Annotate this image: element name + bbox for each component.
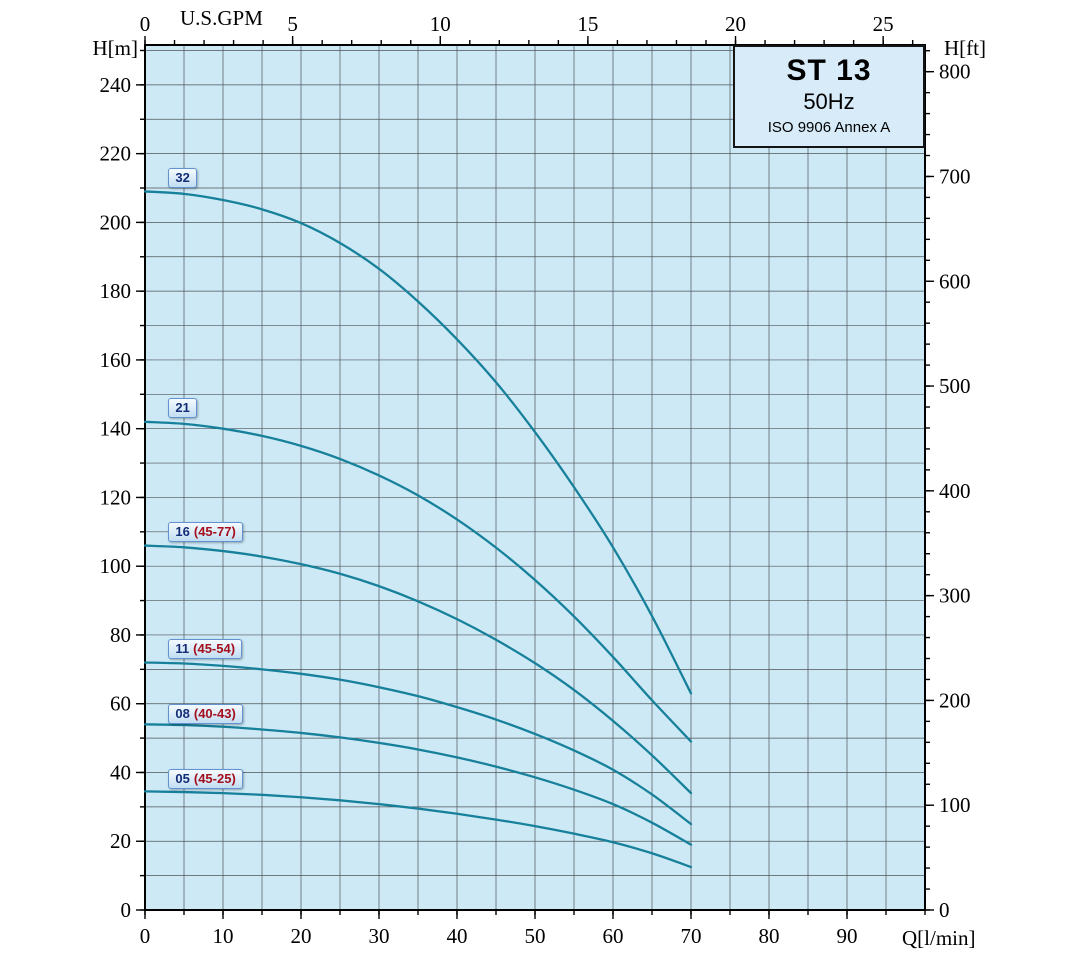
tick-label: 180 [100,279,132,303]
tick-label: 120 [100,485,132,509]
tick-label: 40 [110,760,131,784]
series-label-21: 21 [168,398,197,419]
series-label-range: (45-54) [193,640,236,656]
pump-curve-11 [143,661,693,826]
top-axis-unit-label: U.S.GPM [180,6,263,30]
tick-label: 30 [369,924,390,948]
pump-curve-32 [143,190,693,695]
plot-border [144,44,926,911]
tick-label: 100 [939,793,971,817]
tick-label: 50 [525,924,546,948]
series-label-11: 11 (45-54) [168,638,243,659]
tick-label: 300 [939,584,971,608]
left-axis-unit-label: H[m] [92,36,139,60]
title-box: ST 13 50Hz ISO 9906 Annex A [733,45,925,148]
tick-label: 80 [759,924,780,948]
pump-curve-16 [143,544,693,795]
tick-label: 400 [939,479,971,503]
pump-curve-05 [143,790,693,869]
series-label-value: 05 [175,771,190,787]
tick-label: 60 [110,692,131,716]
tick-label: 40 [447,924,468,948]
series-label-range: (40-43) [193,706,236,722]
tick-label: 500 [939,374,971,398]
tick-label: 20 [725,12,746,36]
tick-label: 0 [140,924,151,948]
tick-label: 0 [140,12,151,36]
tick-label: 0 [939,898,950,922]
pump-curve-21 [143,420,693,743]
tick-label: 140 [100,417,132,441]
series-label-value: 21 [175,400,190,416]
tick-label: 5 [287,12,298,36]
tick-label: 70 [681,924,702,948]
bottom-axis-unit-label: Q[l/min] [902,926,976,950]
tick-label: 0 [121,898,132,922]
pump-model-title: ST 13 [786,54,872,87]
series-label-32: 32 [168,167,197,188]
series-label-value: 32 [175,169,190,185]
series-label-value: 08 [175,706,190,722]
tick-label: 240 [100,73,132,97]
tick-label: 60 [603,924,624,948]
series-label-08: 08 (40-43) [168,704,243,725]
pump-curve-08 [143,723,693,846]
tick-label: 600 [939,269,971,293]
tick-label: 15 [577,12,598,36]
tick-label: 800 [939,60,971,84]
tick-label: 80 [110,623,131,647]
frequency-label: 50Hz [803,89,855,114]
series-label-value: 16 [175,523,190,539]
tick-label: 200 [100,210,132,234]
tick-label: 20 [110,829,131,853]
tick-label: 200 [939,688,971,712]
tick-label: 160 [100,348,132,372]
tick-label: 25 [873,12,894,36]
series-label-range: (45-77) [193,523,236,539]
axis-tick-labels: 0 10 20 30 40 50 60 70 80 90020406080100120140160… [100,12,971,948]
series-label-range: (45-25) [193,771,236,787]
tick-label: 20 [291,924,312,948]
standard-label: ISO 9906 Annex A [767,119,891,136]
series-label-16: 16 (45-77) [168,521,243,542]
gridlines [145,45,925,910]
tick-label: 10 [213,924,234,948]
right-axis-unit-label: H[ft] [944,36,986,60]
tick-label: 700 [939,164,971,188]
tick-label: 10 [430,12,451,36]
series-label-05: 05 (45-25) [168,769,243,790]
series-label-value: 11 [175,640,190,656]
tick-label: 100 [100,554,132,578]
tick-label: 220 [100,142,132,166]
tick-label: 90 [837,924,858,948]
